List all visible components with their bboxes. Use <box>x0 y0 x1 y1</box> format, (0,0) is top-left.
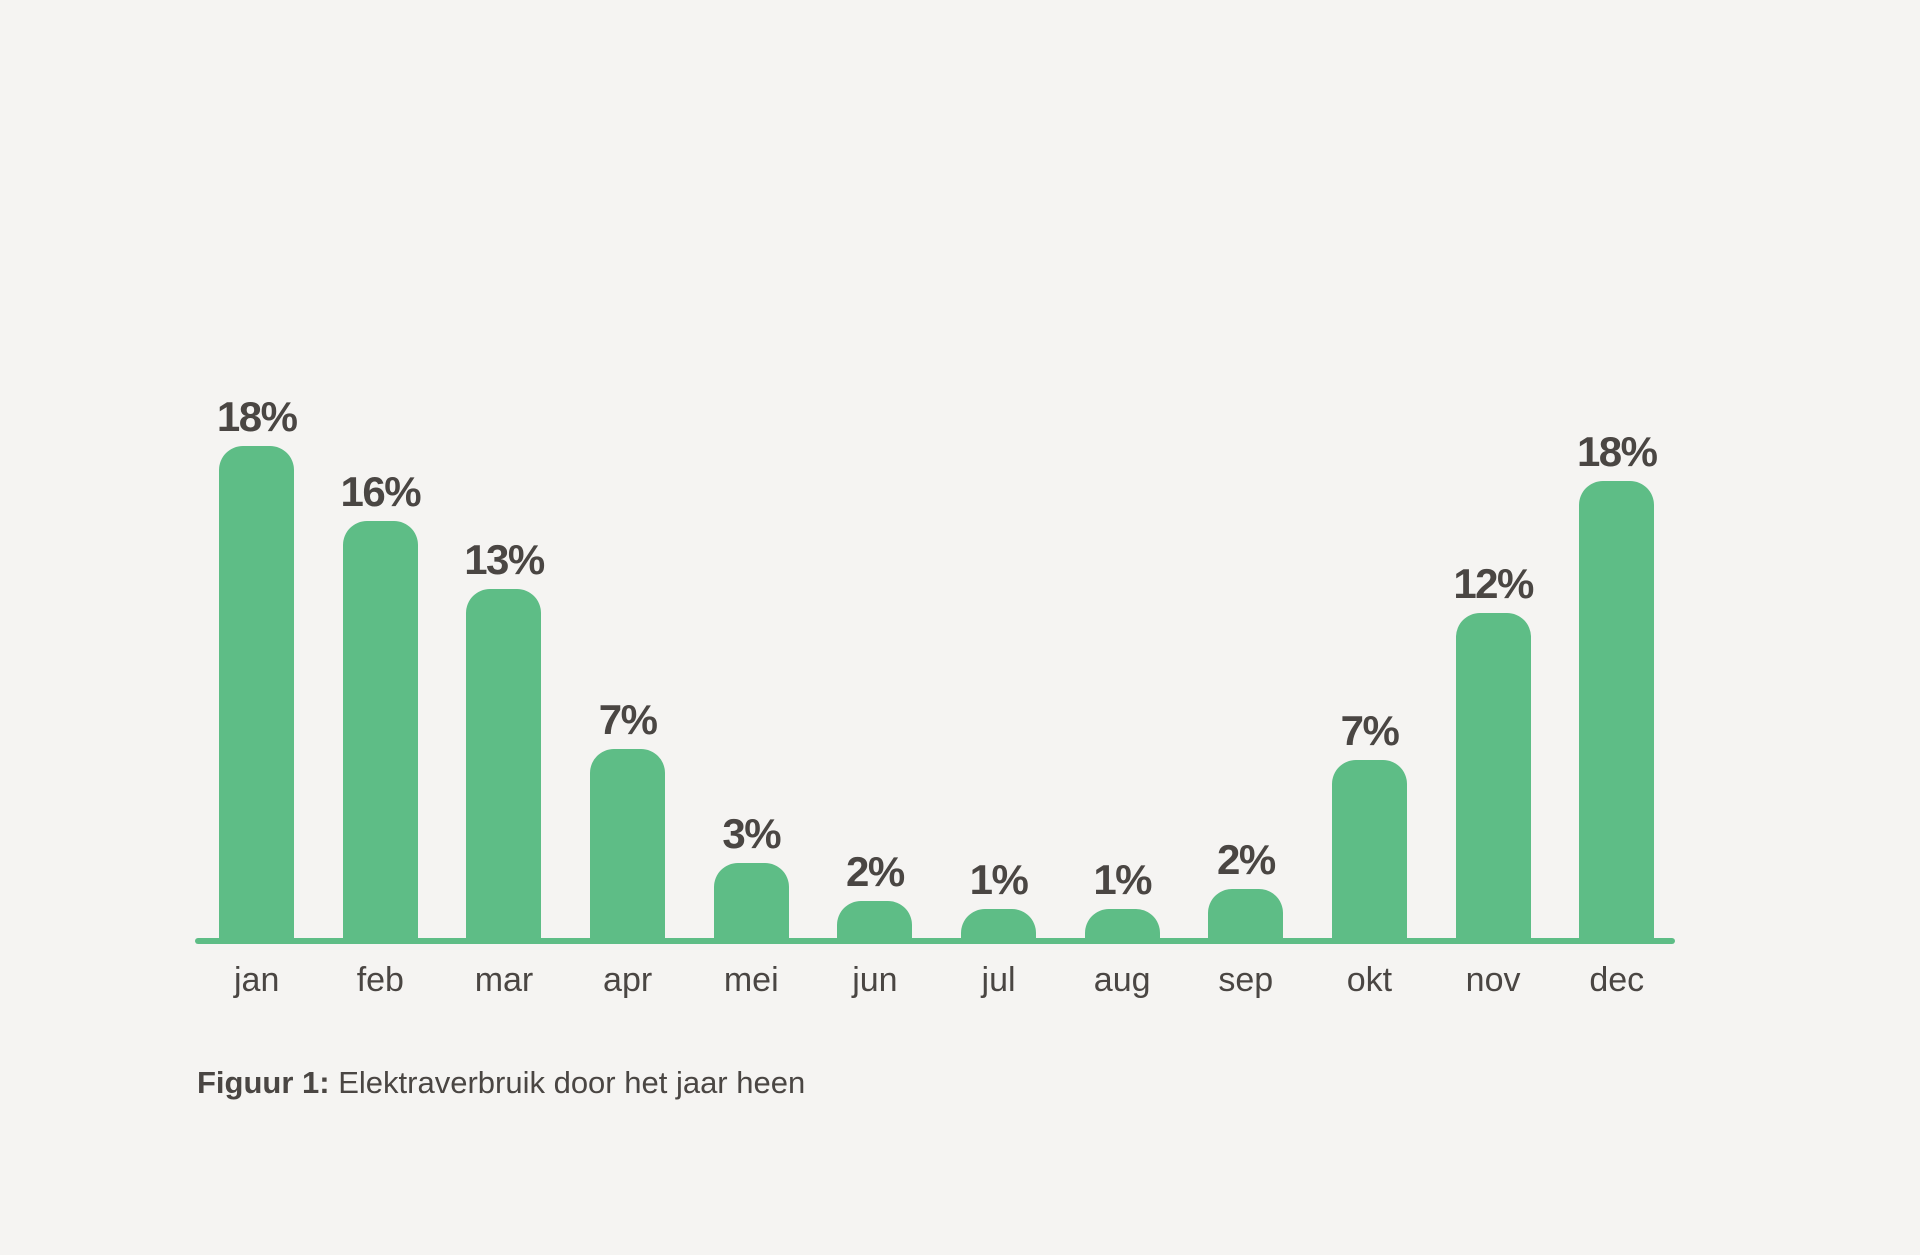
bar-okt <box>1331 759 1407 944</box>
bar-value-label-aug: 1% <box>1093 855 1152 903</box>
bar-value-label-jan: 18% <box>216 392 298 440</box>
x-axis-label-mar: mar <box>474 961 534 999</box>
x-axis-label-sep: sep <box>1218 961 1274 999</box>
bar-sep <box>1208 888 1284 944</box>
x-axis-label-jan: jan <box>234 961 280 999</box>
bar-apr <box>590 748 666 944</box>
bar-nov <box>1455 612 1531 944</box>
x-axis-label-jul: jul <box>981 961 1016 999</box>
bar-value-label-jul: 1% <box>969 855 1029 903</box>
x-axis-line <box>195 938 1675 944</box>
bar-value-label-jun: 2% <box>846 847 905 895</box>
figure-caption-text: Elektraverbruik door het jaar heen <box>329 1065 806 1100</box>
bar-mar <box>466 588 542 944</box>
x-axis-label-mei: mei <box>723 961 779 999</box>
bar-aug <box>1084 908 1160 944</box>
x-axis-label-feb: feb <box>356 961 404 999</box>
figure-caption-label: Figuur 1: <box>197 1065 330 1100</box>
x-axis-label-aug: aug <box>1093 961 1151 999</box>
bar-jul <box>961 908 1037 944</box>
figure-caption: Figuur 1: Elektraverbruik door het jaar … <box>197 1064 805 1103</box>
bar-value-label-sep: 2% <box>1216 835 1276 883</box>
bar-value-label-feb: 16% <box>340 467 422 515</box>
x-axis-label-dec: dec <box>1589 961 1645 999</box>
bar-value-label-okt: 7% <box>1340 706 1400 754</box>
bar-value-label-mei: 3% <box>722 809 781 857</box>
bar-value-label-apr: 7% <box>598 695 658 743</box>
bar-mei <box>713 862 789 944</box>
x-axis-label-nov: nov <box>1465 961 1521 999</box>
bar-value-label-mar: 13% <box>464 535 545 583</box>
x-axis-label-okt: okt <box>1346 961 1393 999</box>
x-axis-label-jun: jun <box>852 961 898 999</box>
bar-jun <box>837 900 913 944</box>
bar-jan <box>219 445 295 944</box>
bar-value-label-dec: 18% <box>1576 427 1658 475</box>
bar-feb <box>342 520 418 944</box>
bar-value-label-nov: 12% <box>1453 559 1534 607</box>
x-axis-label-apr: apr <box>603 961 653 999</box>
bar-dec <box>1579 480 1655 944</box>
